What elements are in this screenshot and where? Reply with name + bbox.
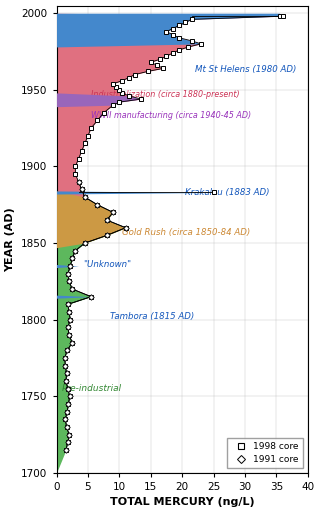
- Text: Mt St Helens (1980 AD): Mt St Helens (1980 AD): [195, 65, 296, 74]
- Legend: 1998 core, 1991 core: 1998 core, 1991 core: [227, 438, 303, 468]
- Text: Industrialization (circa 1880-present): Industrialization (circa 1880-present): [91, 90, 240, 99]
- X-axis label: TOTAL MERCURY (ng/L): TOTAL MERCURY (ng/L): [110, 498, 254, 507]
- Text: WWII manufacturing (circa 1940-45 AD): WWII manufacturing (circa 1940-45 AD): [91, 111, 251, 121]
- Text: "Unknown": "Unknown": [83, 260, 131, 269]
- Y-axis label: YEAR (AD): YEAR (AD): [5, 207, 16, 271]
- Text: Krakalau (1883 AD): Krakalau (1883 AD): [185, 188, 270, 197]
- Text: Gold Rush (circa 1850-84 AD): Gold Rush (circa 1850-84 AD): [123, 228, 251, 237]
- Text: Pre-industrial: Pre-industrial: [61, 384, 122, 393]
- Text: Tambora (1815 AD): Tambora (1815 AD): [110, 312, 194, 321]
